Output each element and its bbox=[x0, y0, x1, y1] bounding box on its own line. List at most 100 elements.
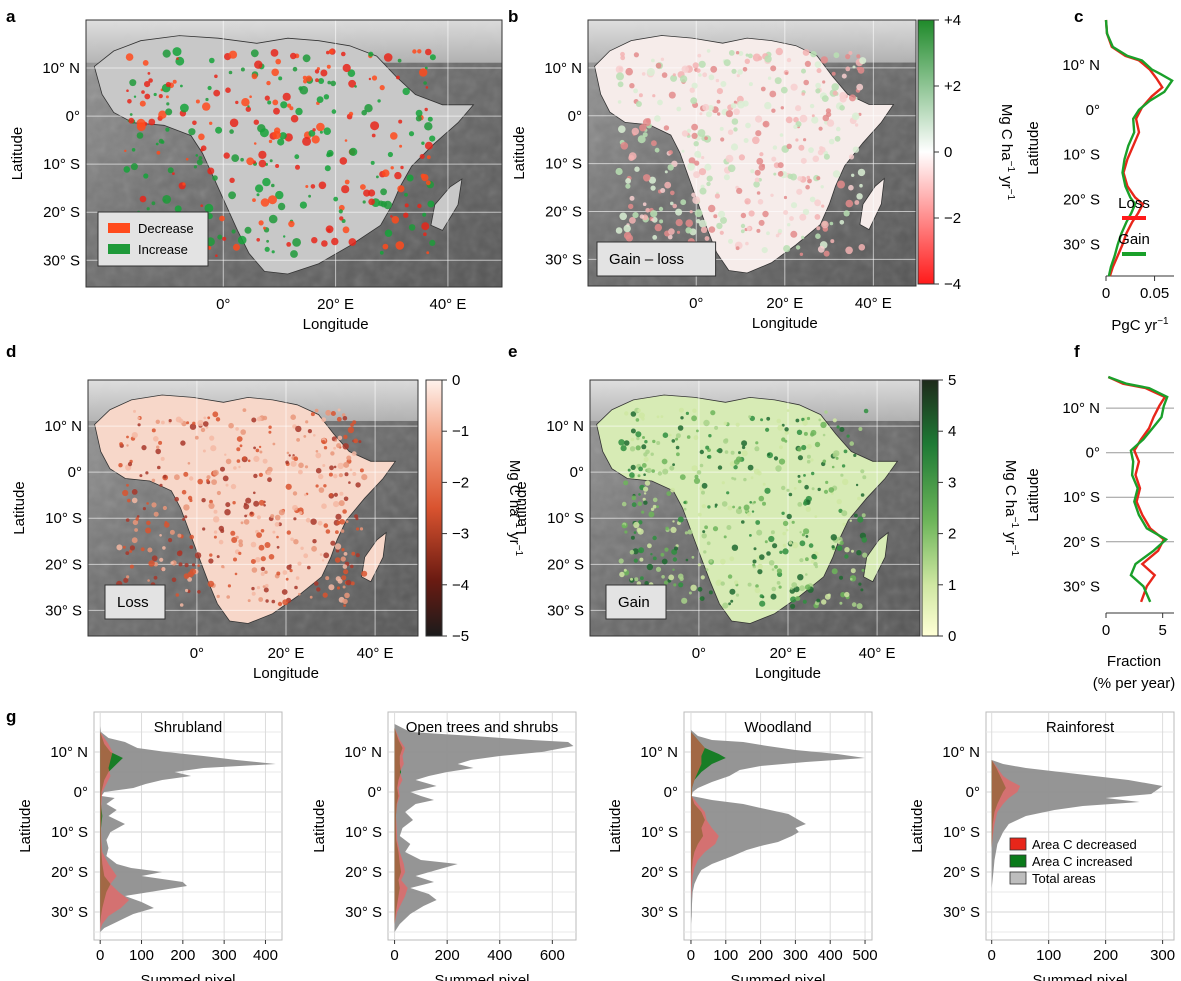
map-patch bbox=[721, 481, 725, 485]
map-patch bbox=[303, 79, 308, 84]
map-frame-a bbox=[85, 19, 503, 288]
map-patch bbox=[810, 50, 817, 58]
map-patch bbox=[310, 184, 316, 189]
map-patch bbox=[313, 434, 316, 437]
map-patch bbox=[145, 471, 149, 475]
map-patch bbox=[816, 598, 821, 603]
map-patch bbox=[777, 162, 784, 169]
map-patch bbox=[240, 67, 245, 72]
map-patch bbox=[271, 68, 280, 77]
map-patch bbox=[801, 417, 805, 422]
map-patch bbox=[631, 502, 637, 508]
map-patch bbox=[352, 420, 357, 425]
map-patch bbox=[833, 52, 840, 59]
map-patch bbox=[219, 215, 225, 222]
map-patch bbox=[815, 88, 821, 94]
map-patch bbox=[816, 176, 821, 181]
map-patch bbox=[623, 224, 631, 233]
map-patch bbox=[706, 181, 711, 187]
map-patch bbox=[151, 502, 157, 508]
map-patch bbox=[336, 443, 342, 449]
map-patch bbox=[859, 183, 863, 188]
lat-tick-label: 10° N bbox=[44, 418, 82, 435]
map-patch bbox=[782, 543, 787, 548]
map-patch bbox=[846, 434, 850, 438]
map-patch bbox=[746, 512, 752, 517]
map-patch bbox=[141, 90, 145, 94]
map-patch bbox=[277, 202, 286, 211]
map-patch bbox=[735, 422, 740, 427]
map-patch bbox=[861, 568, 865, 572]
map-patch bbox=[400, 165, 404, 170]
map-patch bbox=[806, 454, 811, 459]
map-patch bbox=[762, 120, 770, 128]
map-patch bbox=[146, 502, 149, 505]
map-patch bbox=[638, 93, 643, 98]
map-patch bbox=[681, 65, 689, 73]
map-patch bbox=[253, 500, 260, 507]
map-patch bbox=[670, 74, 678, 82]
map-patch bbox=[326, 64, 331, 69]
map-patch bbox=[848, 154, 855, 160]
map-patch bbox=[857, 516, 864, 523]
map-patch bbox=[735, 593, 740, 597]
map-patch bbox=[821, 599, 827, 605]
map-patch bbox=[661, 575, 665, 579]
map-patch bbox=[165, 81, 171, 88]
map-patch bbox=[692, 408, 697, 413]
map-patch bbox=[240, 521, 244, 525]
map-patch bbox=[318, 487, 325, 493]
map-patch bbox=[394, 171, 402, 180]
map-patch bbox=[721, 501, 728, 507]
map-patch bbox=[319, 553, 323, 556]
map-patch bbox=[153, 92, 157, 97]
map-patch bbox=[796, 188, 803, 195]
map-patch bbox=[340, 529, 345, 533]
map-patch bbox=[129, 545, 135, 551]
map-patch bbox=[368, 77, 372, 81]
map-patch bbox=[776, 581, 781, 585]
map-patch bbox=[759, 600, 766, 607]
map-patch bbox=[194, 552, 202, 559]
map-patch bbox=[315, 452, 322, 459]
map-patch bbox=[675, 208, 683, 216]
map-patch bbox=[234, 572, 238, 576]
map-patch bbox=[766, 551, 771, 556]
lat-tick-label: 0° bbox=[568, 108, 582, 125]
map-patch bbox=[797, 176, 803, 182]
lat-tick-label: 10° S bbox=[545, 156, 582, 173]
map-patch bbox=[228, 70, 233, 75]
map-patch bbox=[628, 203, 634, 210]
map-patch bbox=[704, 163, 712, 171]
map-patch bbox=[147, 547, 153, 553]
map-patch bbox=[635, 445, 641, 451]
map-patch bbox=[708, 204, 716, 213]
map-patch bbox=[656, 415, 660, 419]
map-patch bbox=[717, 465, 723, 470]
map-patch bbox=[655, 62, 662, 69]
map-patch bbox=[768, 560, 775, 566]
colorbar-unit-label: Mg C ha−1 yr−1 bbox=[1002, 460, 1020, 557]
legend-swatch-g-1 bbox=[1009, 854, 1027, 868]
panel-letter-f: f bbox=[1074, 342, 1080, 361]
map-patch bbox=[856, 603, 863, 610]
map-patch bbox=[251, 417, 257, 423]
map-patch bbox=[727, 574, 733, 579]
map-patch bbox=[783, 210, 789, 215]
map-patch bbox=[679, 474, 686, 480]
map-patch bbox=[658, 206, 664, 212]
map-patch bbox=[615, 227, 623, 234]
map-patch bbox=[129, 79, 137, 87]
map-patch bbox=[162, 49, 171, 58]
map-patch bbox=[690, 584, 697, 591]
x-tick-label: 100 bbox=[713, 947, 738, 964]
map-patch bbox=[312, 128, 316, 132]
map-patch bbox=[788, 541, 793, 545]
map-patch bbox=[705, 568, 709, 571]
map-patch bbox=[212, 411, 219, 418]
map-patch bbox=[680, 199, 687, 206]
map-patch bbox=[785, 71, 789, 75]
map-patch bbox=[688, 157, 696, 165]
map-patch bbox=[336, 586, 341, 590]
map-patch bbox=[745, 122, 751, 129]
